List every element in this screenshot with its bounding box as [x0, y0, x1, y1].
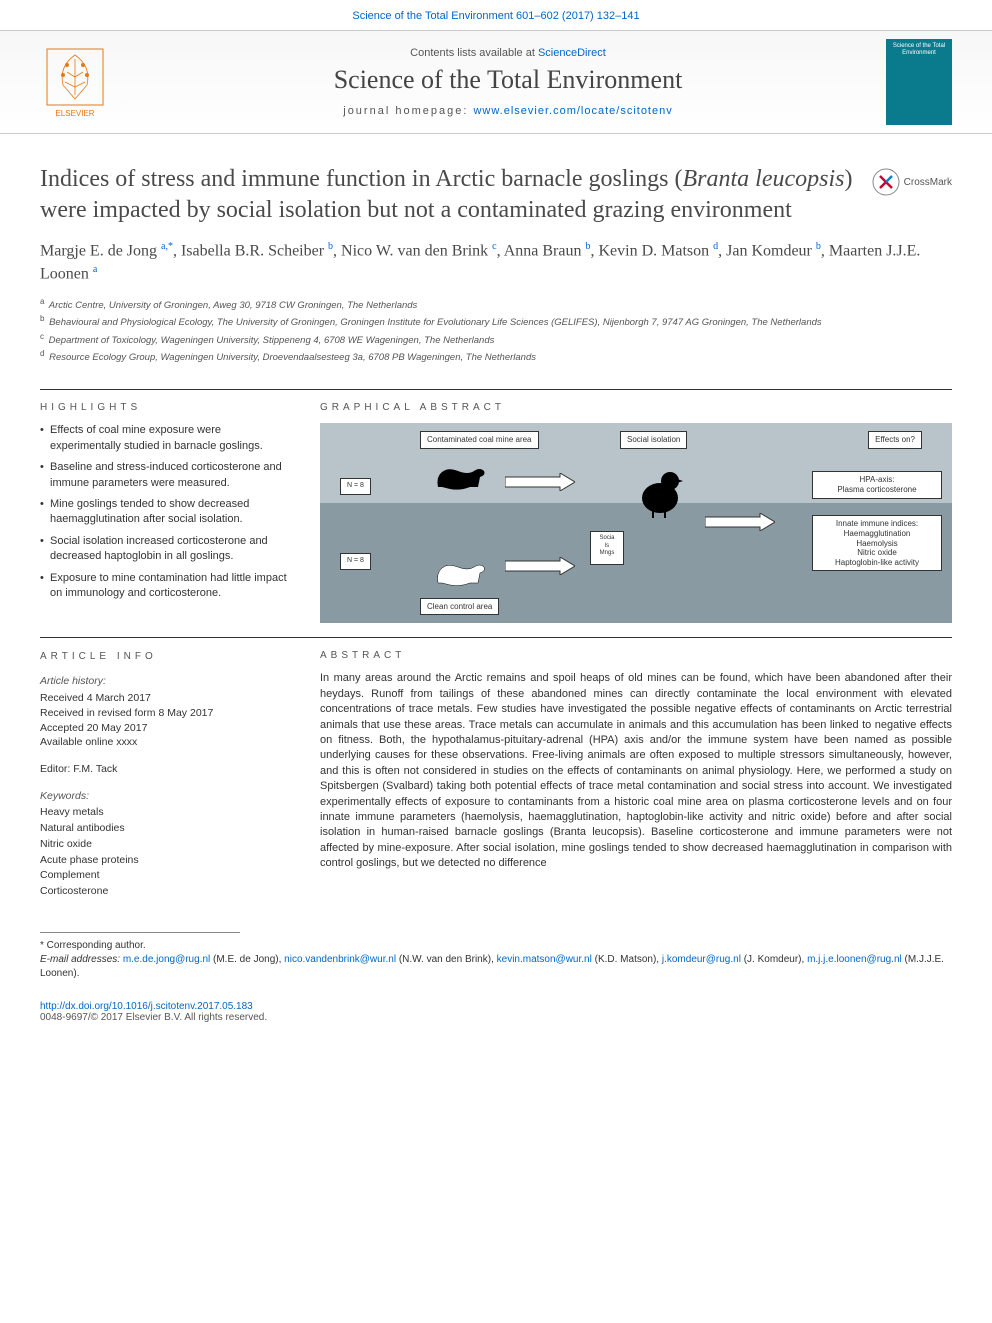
affiliation-line: d Resource Ecology Group, Wageningen Uni… [40, 348, 952, 365]
ga-box-isolation: Social isolation [620, 431, 687, 449]
article-head: CrossMark Indices of stress and immune f… [0, 134, 992, 375]
journal-cover-thumb: Science of the Total Environment [886, 39, 952, 125]
highlights-label: HIGHLIGHTS [40, 402, 290, 413]
authors-list: Margje E. de Jong a,*, Isabella B.R. Sch… [40, 240, 952, 285]
homepage-pre: journal homepage: [343, 105, 473, 117]
arrow-icon [505, 557, 575, 575]
footnote-rule [40, 932, 240, 933]
keyword: Corticosterone [40, 884, 290, 900]
keyword: Nitric oxide [40, 837, 290, 853]
ga-label: GRAPHICAL ABSTRACT [320, 402, 952, 413]
crossmark-icon [872, 168, 900, 196]
cover-text: Science of the Total Environment [890, 43, 948, 56]
online-date: Available online xxxx [40, 735, 290, 750]
keywords-label: Keywords: [40, 789, 290, 804]
ga-n-top: N = 8 [340, 478, 371, 494]
crossmark-badge[interactable]: CrossMark [872, 168, 952, 196]
affiliation-line: a Arctic Centre, University of Groningen… [40, 296, 952, 313]
top-citation-link[interactable]: Science of the Total Environment 601–602… [352, 10, 639, 22]
elsevier-tree-icon [45, 47, 105, 107]
emails: m.e.de.jong@rug.nl (M.E. de Jong), nico.… [40, 954, 944, 979]
affiliation-line: c Department of Toxicology, Wageningen U… [40, 331, 952, 348]
ga-box-immune: Innate immune indices: Haemagglutination… [812, 515, 942, 571]
keywords-block: Keywords: Heavy metalsNatural antibodies… [40, 789, 290, 900]
highlight-item: Mine goslings tended to show decreased h… [40, 497, 290, 528]
gosling-silhouette-icon [635, 463, 685, 518]
accepted-date: Accepted 20 May 2017 [40, 721, 290, 736]
emails-line: E-mail addresses: m.e.de.jong@rug.nl (M.… [40, 953, 952, 981]
emails-label: E-mail addresses: [40, 954, 123, 965]
goose-silhouette-black-icon [430, 457, 490, 497]
ga-box-effects: Effects on? [868, 431, 922, 449]
ga-n-bottom: N = 8 [340, 553, 371, 569]
article-history: Article history: Received 4 March 2017 R… [40, 674, 290, 749]
arrow-icon [505, 473, 575, 491]
abstract-text: In many areas around the Arctic remains … [320, 671, 952, 871]
header-center: Contents lists available at ScienceDirec… [130, 47, 886, 117]
ga-pen: Socia ls Mngs [590, 531, 624, 565]
highlight-item: Social isolation increased corticosteron… [40, 534, 290, 565]
ga-box-hpa: HPA-axis: Plasma corticosterone [812, 471, 942, 498]
goose-silhouette-white-icon [430, 553, 490, 593]
contents-lists: Contents lists available at ScienceDirec… [130, 47, 886, 59]
highlight-item: Exposure to mine contamination had littl… [40, 571, 290, 602]
affiliations: a Arctic Centre, University of Groningen… [40, 296, 952, 366]
article-info-label: ARTICLE INFO [40, 650, 290, 664]
abstract-label: ABSTRACT [320, 650, 952, 661]
highlights-ga-row: HIGHLIGHTS Effects of coal mine exposure… [0, 390, 992, 623]
highlights-list: Effects of coal mine exposure were exper… [40, 423, 290, 601]
editor: Editor: F.M. Tack [40, 762, 290, 777]
article-title: Indices of stress and immune function in… [40, 164, 870, 226]
sciencedirect-link[interactable]: ScienceDirect [538, 47, 606, 59]
info-abstract-row: ARTICLE INFO Article history: Received 4… [0, 638, 992, 911]
highlight-item: Baseline and stress-induced corticostero… [40, 460, 290, 491]
elsevier-label: ELSEVIER [55, 109, 94, 118]
keyword: Natural antibodies [40, 821, 290, 837]
abstract-section: ABSTRACT In many areas around the Arctic… [320, 650, 952, 911]
history-label: Article history: [40, 674, 290, 689]
keyword: Heavy metals [40, 805, 290, 821]
graphical-abstract-section: GRAPHICAL ABSTRACT Contaminated coal min… [320, 402, 952, 623]
ga-box-control: Clean control area [420, 598, 499, 616]
revised-date: Received in revised form 8 May 2017 [40, 706, 290, 721]
journal-homepage: journal homepage: www.elsevier.com/locat… [130, 105, 886, 117]
corresponding-author: * Corresponding author. E-mail addresses… [0, 939, 992, 981]
arrow-icon [705, 513, 775, 531]
keywords-list: Heavy metalsNatural antibodiesNitric oxi… [40, 805, 290, 900]
highlight-item: Effects of coal mine exposure were exper… [40, 423, 290, 454]
highlights-section: HIGHLIGHTS Effects of coal mine exposure… [40, 402, 290, 623]
corresp-label: * Corresponding author. [40, 939, 952, 953]
article-info-section: ARTICLE INFO Article history: Received 4… [40, 650, 290, 911]
doi-link[interactable]: http://dx.doi.org/10.1016/j.scitotenv.20… [40, 1001, 253, 1012]
doi-block: http://dx.doi.org/10.1016/j.scitotenv.20… [0, 981, 992, 1053]
issn-copyright: 0048-9697/© 2017 Elsevier B.V. All right… [40, 1012, 267, 1023]
keyword: Acute phase proteins [40, 853, 290, 869]
contents-pre: Contents lists available at [410, 47, 538, 59]
top-citation: Science of the Total Environment 601–602… [0, 0, 992, 30]
elsevier-logo: ELSEVIER [40, 43, 110, 121]
journal-title: Science of the Total Environment [130, 65, 886, 95]
affiliation-line: b Behavioural and Physiological Ecology,… [40, 313, 952, 330]
received-date: Received 4 March 2017 [40, 691, 290, 706]
graphical-abstract-figure: Contaminated coal mine area Social isola… [320, 423, 952, 623]
journal-header: ELSEVIER Contents lists available at Sci… [0, 30, 992, 134]
keyword: Complement [40, 868, 290, 884]
ga-box-mine: Contaminated coal mine area [420, 431, 539, 449]
crossmark-label: CrossMark [904, 177, 952, 188]
homepage-link[interactable]: www.elsevier.com/locate/scitotenv [473, 105, 672, 117]
